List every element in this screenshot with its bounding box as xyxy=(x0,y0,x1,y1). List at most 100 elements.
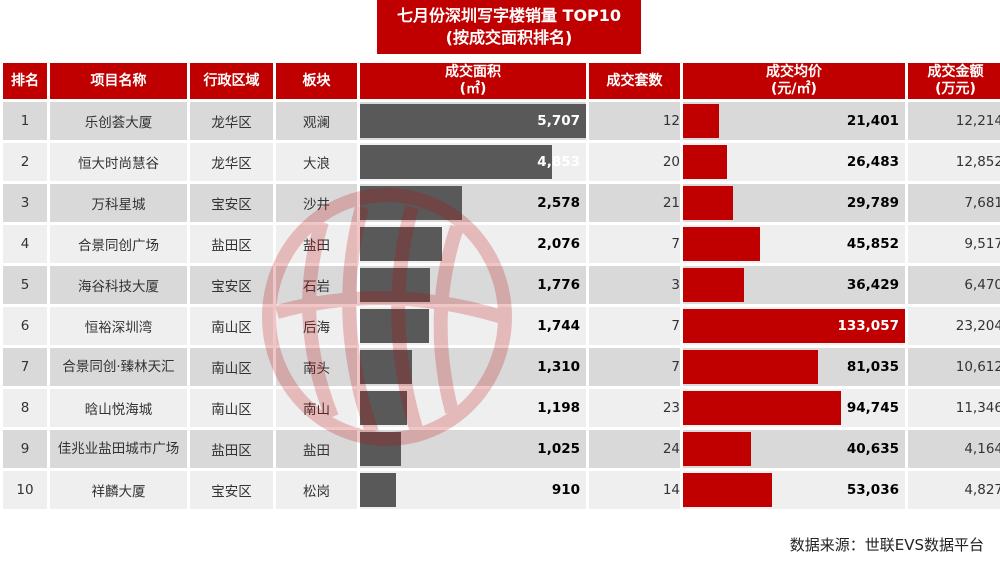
price-cell: 29,789 xyxy=(683,184,905,222)
units-cell: 7 xyxy=(589,348,680,386)
rank-cell: 1 xyxy=(3,102,47,140)
amount-cell: 12,852 xyxy=(908,143,1000,181)
price-value-label: 81,035 xyxy=(846,359,899,375)
district-cell: 盐田区 xyxy=(190,225,273,263)
header-rank: 排名 xyxy=(3,63,47,99)
units-cell: 20 xyxy=(589,143,680,181)
price-cell: 36,429 xyxy=(683,266,905,304)
price-bar xyxy=(683,186,733,220)
amount-cell: 11,346 xyxy=(908,389,1000,427)
district-cell: 宝安区 xyxy=(190,471,273,509)
rank-cell: 9 xyxy=(3,430,47,468)
units-cell: 7 xyxy=(589,225,680,263)
header-price-unit: (元/㎡) xyxy=(771,81,817,97)
area-bar xyxy=(360,268,431,302)
area-cell: 4,853 xyxy=(360,143,586,181)
header-amount-unit: (万元) xyxy=(935,81,976,97)
header-area: 成交面积 (㎡) xyxy=(360,63,586,99)
amount-cell: 4,827 xyxy=(908,471,1000,509)
block-cell: 盐田 xyxy=(276,430,357,468)
area-bar xyxy=(360,145,553,179)
ranking-table: 排名 项目名称 行政区域 板块 成交面积 (㎡) 成交套数 成交均价 (元/㎡) 成… xyxy=(0,60,1000,512)
area-bar xyxy=(360,227,443,261)
rank-cell: 5 xyxy=(3,266,47,304)
price-bar xyxy=(683,227,760,261)
price-value-label: 133,057 xyxy=(837,318,900,334)
header-units: 成交套数 xyxy=(589,63,680,99)
data-source: 数据来源：世联EVS数据平台 xyxy=(789,536,984,554)
area-bar xyxy=(360,186,463,220)
project-cell: 祥麟大厦 xyxy=(50,471,187,509)
table-row: 6 恒裕深圳湾 南山区 后海 1,744 7 133,057 23,204 xyxy=(3,307,1000,345)
area-cell: 1,744 xyxy=(360,307,586,345)
district-cell: 盐田区 xyxy=(190,430,273,468)
price-bar xyxy=(683,432,751,466)
price-value-label: 53,036 xyxy=(846,482,899,498)
district-cell: 南山区 xyxy=(190,348,273,386)
price-value-label: 45,852 xyxy=(846,236,899,252)
amount-cell: 7,681 xyxy=(908,184,1000,222)
header-amount-label: 成交金额 xyxy=(927,64,984,80)
area-value-label: 4,853 xyxy=(537,154,580,170)
project-cell: 晗山悦海城 xyxy=(50,389,187,427)
project-cell: 合景同创·臻林天汇 xyxy=(50,348,187,386)
units-cell: 3 xyxy=(589,266,680,304)
units-cell: 24 xyxy=(589,430,680,468)
area-value-label: 1,025 xyxy=(537,441,580,457)
amount-cell: 6,470 xyxy=(908,266,1000,304)
area-value-label: 2,578 xyxy=(537,195,580,211)
project-cell: 乐创荟大厦 xyxy=(50,102,187,140)
area-value-label: 1,198 xyxy=(537,400,580,416)
area-cell: 1,025 xyxy=(360,430,586,468)
area-cell: 1,776 xyxy=(360,266,586,304)
title-line-2: (按成交面积排名) xyxy=(445,28,573,47)
price-cell: 81,035 xyxy=(683,348,905,386)
price-value-label: 94,745 xyxy=(846,400,899,416)
project-cell: 恒大时尚慧谷 xyxy=(50,143,187,181)
header-price: 成交均价 (元/㎡) xyxy=(683,63,905,99)
rank-cell: 6 xyxy=(3,307,47,345)
header-district: 行政区域 xyxy=(190,63,273,99)
block-cell: 盐田 xyxy=(276,225,357,263)
price-cell: 45,852 xyxy=(683,225,905,263)
header-area-label: 成交面积 xyxy=(445,64,501,80)
project-cell: 合景同创广场 xyxy=(50,225,187,263)
rank-cell: 4 xyxy=(3,225,47,263)
area-value-label: 910 xyxy=(551,482,580,498)
area-value-label: 1,744 xyxy=(537,318,580,334)
area-value-label: 1,776 xyxy=(537,277,580,293)
price-cell: 53,036 xyxy=(683,471,905,509)
block-cell: 松岗 xyxy=(276,471,357,509)
table-row: 8 晗山悦海城 南山区 南山 1,198 23 94,745 11,346 xyxy=(3,389,1000,427)
price-value-label: 29,789 xyxy=(846,195,899,211)
table-row: 5 海谷科技大厦 宝安区 石岩 1,776 3 36,429 6,470 xyxy=(3,266,1000,304)
title-line-1: 七月份深圳写字楼销量 TOP10 xyxy=(396,6,622,25)
table-row: 9 佳兆业盐田城市广场 盐田区 盐田 1,025 24 40,635 4,164 xyxy=(3,430,1000,468)
project-cell: 海谷科技大厦 xyxy=(50,266,187,304)
price-cell: 94,745 xyxy=(683,389,905,427)
block-cell: 观澜 xyxy=(276,102,357,140)
area-cell: 1,310 xyxy=(360,348,586,386)
price-bar xyxy=(683,309,905,343)
area-cell: 910 xyxy=(360,471,586,509)
rank-cell: 7 xyxy=(3,348,47,386)
rank-cell: 2 xyxy=(3,143,47,181)
units-cell: 7 xyxy=(589,307,680,345)
area-value-label: 2,076 xyxy=(537,236,580,252)
amount-cell: 23,204 xyxy=(908,307,1000,345)
price-value-label: 40,635 xyxy=(846,441,899,457)
header-row: 排名 项目名称 行政区域 板块 成交面积 (㎡) 成交套数 成交均价 (元/㎡) 成… xyxy=(3,63,1000,99)
district-cell: 龙华区 xyxy=(190,102,273,140)
price-cell: 133,057 xyxy=(683,307,905,345)
units-cell: 14 xyxy=(589,471,680,509)
price-value-label: 26,483 xyxy=(846,154,899,170)
project-cell: 万科星城 xyxy=(50,184,187,222)
block-cell: 沙井 xyxy=(276,184,357,222)
area-bar xyxy=(360,104,586,138)
area-bar xyxy=(360,391,408,425)
price-bar xyxy=(683,473,772,507)
area-cell: 2,578 xyxy=(360,184,586,222)
header-block: 板块 xyxy=(276,63,357,99)
district-cell: 南山区 xyxy=(190,389,273,427)
amount-cell: 12,214 xyxy=(908,102,1000,140)
